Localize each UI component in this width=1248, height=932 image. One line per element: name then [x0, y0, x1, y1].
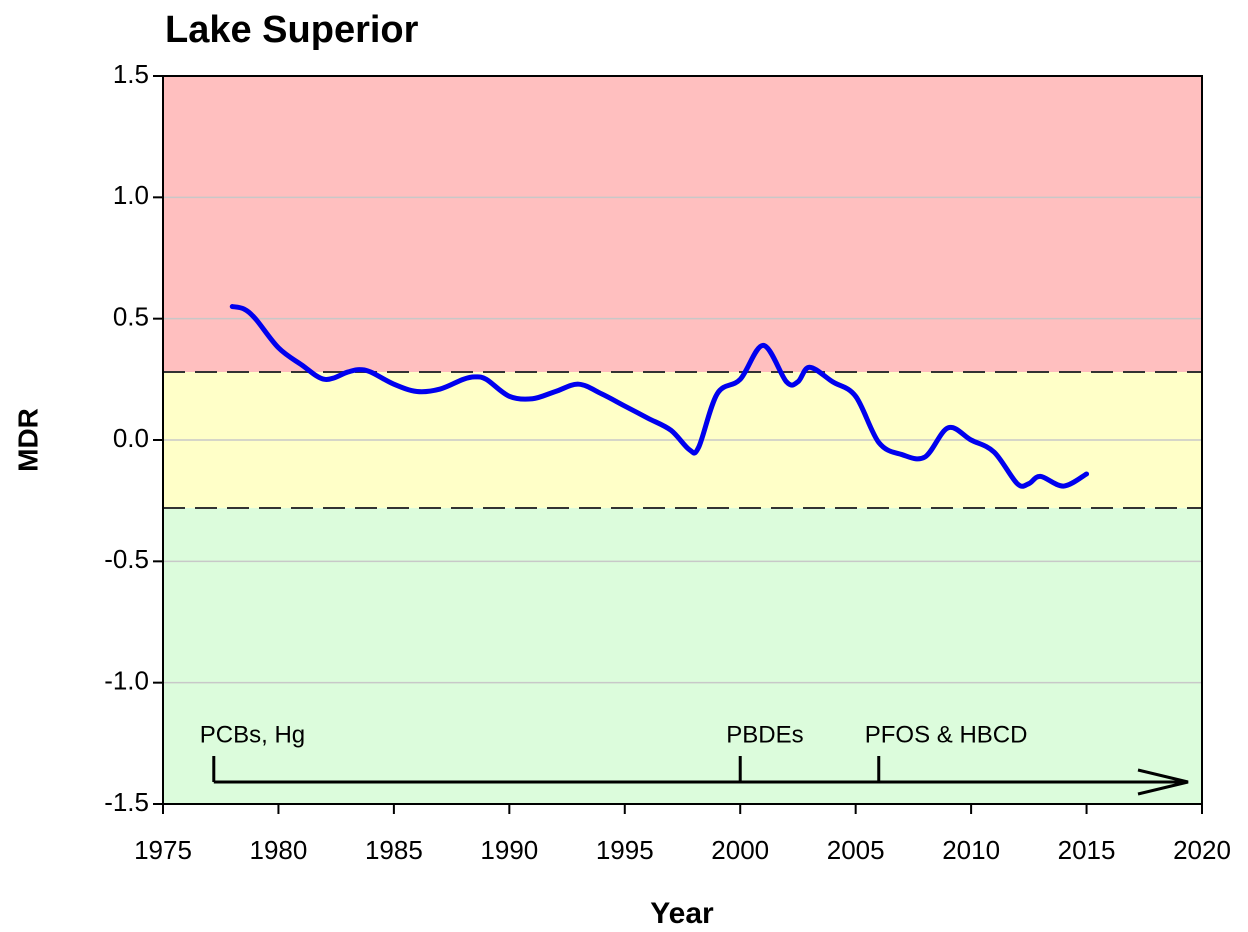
y-tick-label: 0.0 — [113, 423, 149, 453]
x-tick-label: 2010 — [942, 835, 1000, 865]
y-tick-label: 1.5 — [113, 59, 149, 89]
y-tick-label: 0.5 — [113, 302, 149, 332]
band — [163, 76, 1202, 373]
x-tick-label: 1985 — [365, 835, 423, 865]
x-tick-label: 2005 — [827, 835, 885, 865]
data-line — [229, 304, 1090, 489]
x-tick-label: 1980 — [250, 835, 308, 865]
x-tick-label: 1975 — [134, 835, 192, 865]
annotation-label: PCBs, Hg — [200, 721, 305, 748]
y-tick-label: -1.0 — [104, 666, 149, 696]
x-tick-label: 2015 — [1058, 835, 1116, 865]
y-tick-label: 1.0 — [113, 180, 149, 210]
annotation-label: PBDEs — [726, 721, 803, 748]
plot-frame — [162, 75, 1203, 805]
x-axis-label: Year — [650, 897, 714, 930]
annotation-label: PFOS & HBCD — [865, 721, 1028, 748]
y-tick-label: -0.5 — [104, 544, 149, 574]
x-tick-label: 1995 — [596, 835, 654, 865]
x-tick-label: 1990 — [480, 835, 538, 865]
y-axis-label: MDR — [12, 408, 43, 472]
x-tick-label: 2000 — [711, 835, 769, 865]
x-tick-label: 2020 — [1173, 835, 1231, 865]
band — [163, 507, 1202, 804]
chart-title: Lake Superior — [165, 9, 419, 51]
arrow-head — [1137, 768, 1189, 796]
y-tick-label: -1.5 — [104, 787, 149, 817]
